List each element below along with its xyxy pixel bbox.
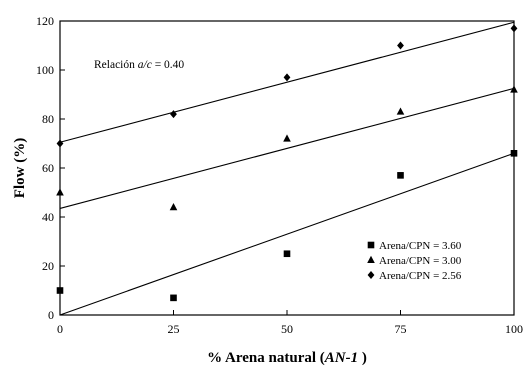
y-tick-label: 0 bbox=[48, 308, 54, 322]
ratio-annotation-prefix: Relación bbox=[94, 59, 138, 71]
data-point-series-3 bbox=[283, 73, 291, 82]
y-tick-label: 60 bbox=[42, 161, 54, 175]
legend-marker-series-2 bbox=[367, 255, 375, 263]
ratio-annotation-suffix: = 0.40 bbox=[152, 59, 185, 71]
legend-label-series-1: Arena/CPN = 3.60 bbox=[379, 240, 462, 252]
x-axis-label-prefix: % Arena natural ( bbox=[207, 350, 325, 366]
x-axis-label-suffix: ) bbox=[358, 350, 367, 366]
trendline-series-1 bbox=[59, 152, 515, 316]
x-tick-label: 100 bbox=[505, 322, 523, 336]
data-point-series-3 bbox=[56, 139, 64, 148]
x-tick-label: 25 bbox=[168, 322, 180, 336]
y-tick-label: 100 bbox=[36, 63, 54, 77]
trendline-series-2 bbox=[59, 87, 515, 209]
data-point-series-1 bbox=[56, 287, 64, 294]
data-point-series-2 bbox=[510, 85, 518, 93]
y-axis-label: Flow (%) bbox=[12, 138, 28, 198]
legend-marker-series-1 bbox=[367, 241, 375, 249]
data-point-series-3 bbox=[397, 41, 404, 50]
y-tick-label: 120 bbox=[36, 14, 54, 28]
data-point-series-1 bbox=[283, 250, 291, 258]
x-tick-label: 75 bbox=[395, 322, 407, 336]
legend-marker-series-3 bbox=[367, 271, 375, 279]
legend-label-series-2: Arena/CPN = 3.00 bbox=[379, 255, 462, 267]
data-point-series-3 bbox=[510, 24, 518, 33]
x-axis-label: % Arena natural (AN-1 ) bbox=[207, 350, 367, 366]
data-point-series-3 bbox=[170, 110, 177, 119]
y-tick-label: 20 bbox=[42, 259, 54, 273]
y-tick-label: 40 bbox=[42, 210, 54, 224]
data-point-series-2 bbox=[396, 107, 405, 115]
x-tick-label: 50 bbox=[281, 322, 293, 336]
data-point-series-2 bbox=[56, 188, 64, 196]
y-tick-label: 80 bbox=[42, 112, 54, 126]
legend-label-series-3: Arena/CPN = 2.56 bbox=[379, 270, 462, 282]
data-point-series-1 bbox=[510, 150, 518, 157]
ratio-annotation-italic: a/c bbox=[138, 59, 152, 71]
data-point-series-1 bbox=[170, 294, 177, 302]
data-point-series-1 bbox=[397, 172, 404, 179]
data-point-series-2 bbox=[169, 203, 178, 211]
ratio-annotation: Relación a/c = 0.40 bbox=[94, 59, 184, 71]
data-point-series-2 bbox=[283, 134, 291, 142]
x-axis-label-italic: AN-1 bbox=[324, 350, 358, 366]
trendline-series-3 bbox=[59, 21, 515, 143]
x-tick-label: 0 bbox=[57, 322, 63, 336]
